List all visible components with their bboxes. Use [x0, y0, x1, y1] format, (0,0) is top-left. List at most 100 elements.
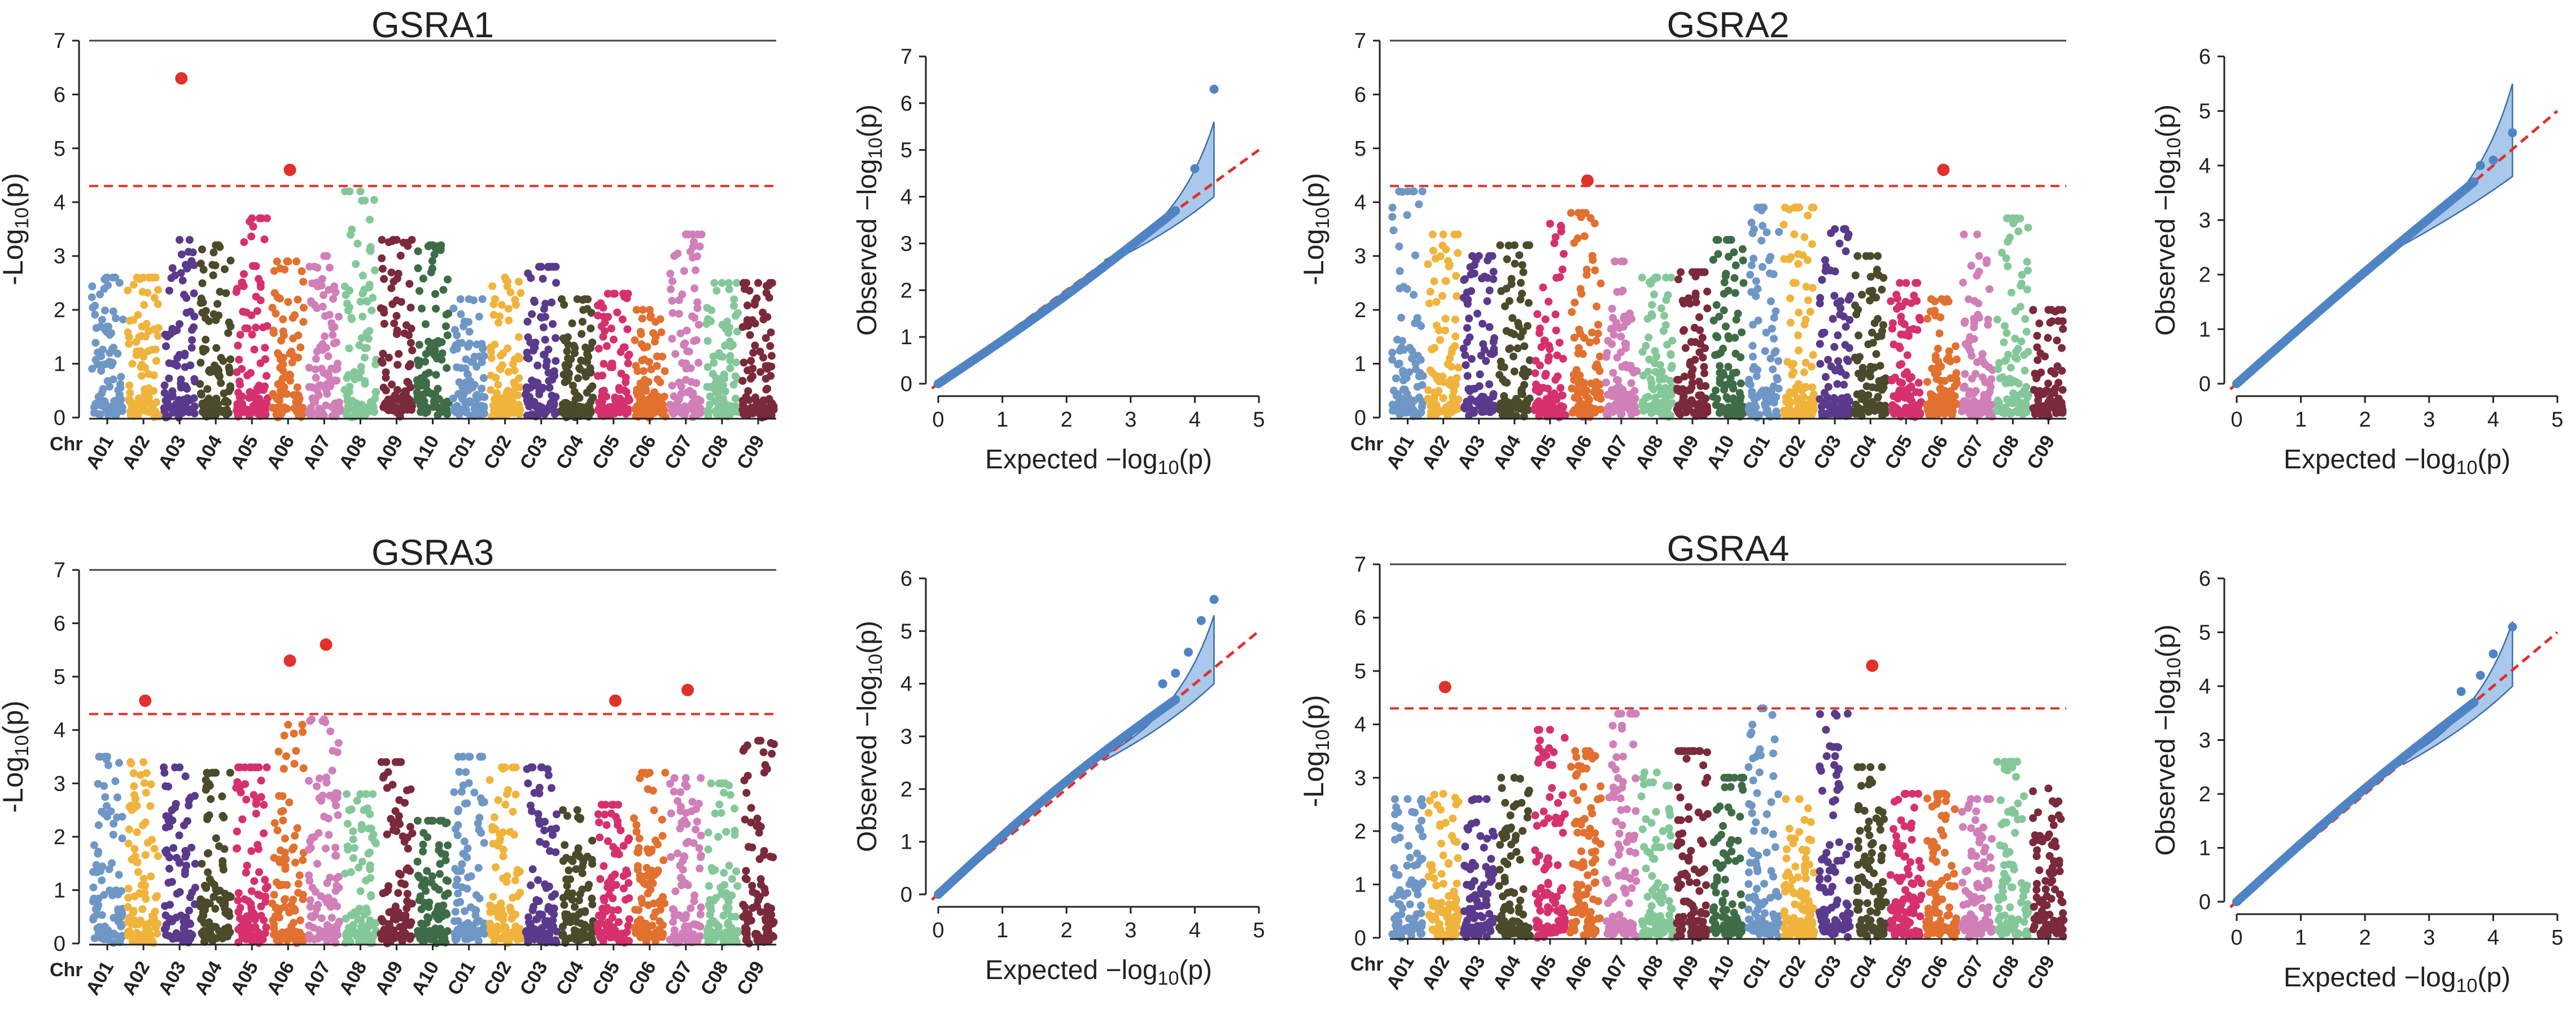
snp-point: [270, 890, 278, 899]
y-tick-label: 6: [54, 83, 65, 107]
snp-point: [1874, 393, 1882, 401]
snp-point: [1502, 327, 1511, 335]
snp-point: [1690, 323, 1699, 332]
snp-point: [581, 372, 590, 381]
snp-point: [696, 397, 705, 405]
snp-point: [480, 409, 488, 418]
snp-point: [106, 383, 113, 391]
snp-point: [226, 769, 234, 777]
chromosome-label: A01: [1382, 432, 1418, 473]
snp-point: [1592, 378, 1600, 387]
snp-point: [305, 876, 314, 885]
snp-point: [1731, 289, 1739, 297]
snp-point: [1985, 285, 1994, 293]
snp-point: [142, 788, 150, 797]
snp-point: [415, 382, 423, 390]
snp-point: [129, 769, 138, 778]
snp-point: [392, 758, 401, 766]
snp-point: [1505, 409, 1513, 417]
snp-point: [273, 826, 282, 835]
snp-point: [212, 934, 221, 942]
snp-point: [1619, 286, 1627, 295]
snp-point: [392, 236, 401, 244]
snp-point: [212, 394, 221, 403]
snp-point: [1418, 187, 1427, 196]
snp-point: [305, 363, 313, 372]
snp-point: [668, 297, 676, 305]
snp-point: [1970, 323, 1978, 332]
snp-point: [335, 313, 343, 321]
snp-point: [177, 250, 186, 258]
snp-point: [1949, 407, 1957, 415]
snp-point: [1550, 239, 1559, 247]
snp-point: [1900, 370, 1909, 379]
snp-point: [668, 309, 677, 317]
snp-point: [283, 881, 291, 889]
snp-point: [1388, 204, 1397, 212]
snp-point: [152, 923, 160, 932]
snp-point: [1724, 236, 1732, 244]
snp-point: [1762, 228, 1771, 236]
snp-point: [314, 391, 323, 400]
y-tick-label: 7: [54, 29, 65, 53]
snp-point: [510, 406, 518, 414]
snp-point: [371, 266, 379, 274]
snp-point: [1853, 390, 1861, 398]
snp-point: [270, 267, 278, 275]
snp-point: [196, 358, 205, 367]
snp-point: [2030, 385, 2038, 394]
snp-point: [281, 834, 289, 842]
snp-point: [2044, 379, 2053, 388]
snp-point: [1454, 363, 1463, 372]
snp-point: [125, 381, 134, 389]
snp-point: [2046, 403, 2054, 411]
snp-point: [715, 349, 723, 357]
snp-point: [586, 384, 594, 393]
snp-point: [297, 413, 305, 422]
snp-point: [694, 321, 703, 329]
snp-point: [326, 382, 335, 390]
snp-point: [1832, 407, 1841, 416]
snp-point: [107, 329, 116, 337]
snp-point: [1523, 322, 1532, 330]
snp-point: [1525, 241, 1533, 249]
snp-point: [606, 363, 615, 371]
snp-point: [524, 269, 532, 278]
snp-point: [378, 265, 387, 273]
snp-point: [213, 300, 222, 308]
snp-point: [1852, 310, 1861, 319]
snp-point: [260, 829, 268, 837]
snp-point: [248, 908, 256, 916]
snp-point: [366, 848, 374, 857]
snp-point: [1667, 351, 1675, 359]
snp-point: [165, 932, 173, 940]
snp-point: [1399, 385, 1407, 394]
snp-point: [419, 274, 427, 283]
snp-point: [315, 774, 323, 783]
snp-point: [277, 336, 285, 345]
snp-point: [98, 862, 107, 871]
snp-point: [321, 312, 329, 320]
snp-point: [1396, 284, 1404, 293]
snp-point: [1940, 392, 1948, 401]
snp-point: [1907, 299, 1915, 308]
chromosome-label: A05: [226, 432, 263, 473]
snp-point: [356, 887, 365, 896]
snp-point: [133, 273, 141, 282]
snp-point: [453, 405, 461, 413]
snp-point: [343, 842, 352, 850]
snp-point: [308, 279, 317, 288]
snp-point: [1617, 410, 1625, 419]
snp-point: [1647, 407, 1655, 415]
snp-point: [1834, 357, 1842, 365]
snp-point: [176, 888, 184, 896]
snp-point: [515, 383, 524, 392]
snp-point: [428, 241, 437, 249]
snp-point: [299, 318, 308, 326]
snp-point: [413, 388, 421, 397]
snp-point: [1908, 373, 1915, 381]
y-tick-label: 0: [54, 406, 65, 430]
snp-point: [1411, 251, 1419, 260]
snp-point: [712, 287, 721, 295]
snp-point: [226, 322, 235, 331]
